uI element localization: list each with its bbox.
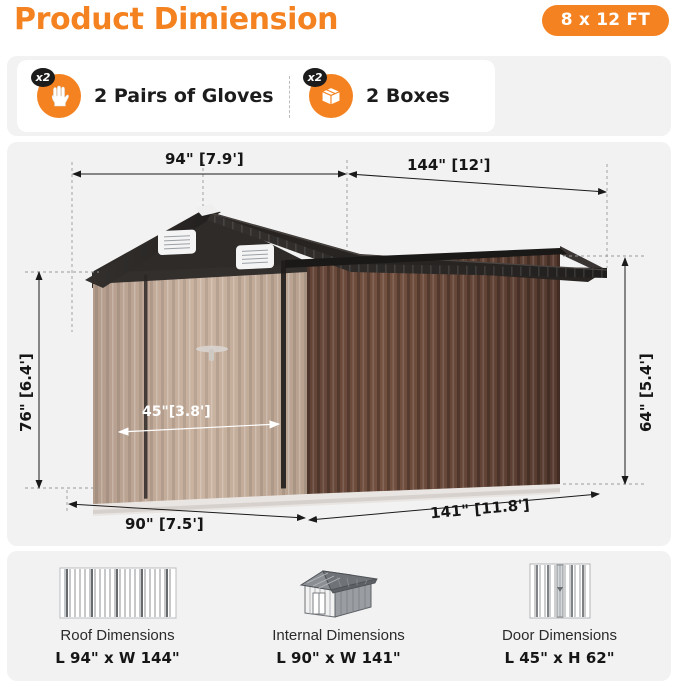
shed-illustration bbox=[25, 160, 647, 523]
dim-line-bottom-left bbox=[68, 500, 306, 522]
info-cards-strip: Roof Dimensions L 94" x W 144" bbox=[7, 551, 671, 681]
info-card-internal: Internal Dimensions L 90" x W 141" bbox=[228, 551, 449, 681]
dim-line-top-right bbox=[348, 171, 607, 195]
accessories-strip: x2 2 Pairs of Gloves x2 bbox=[7, 56, 671, 136]
gable-vent-right bbox=[236, 244, 274, 270]
dim-label-left-height: 76" [6.4'] bbox=[17, 353, 35, 432]
door-card-title: Door Dimensions bbox=[501, 627, 618, 644]
dim-label-right-height: 64" [5.4'] bbox=[637, 353, 655, 432]
info-card-roof: Roof Dimensions L 94" x W 144" bbox=[7, 551, 228, 681]
dimension-diagram-panel: 94" [7.9'] 144" [12'] 76" [6.4'] 64" [5.… bbox=[7, 142, 671, 546]
internal-card-title: Internal Dimensions bbox=[272, 627, 405, 644]
dim-label-top-right: 144" [12'] bbox=[407, 156, 491, 174]
accessory-item-gloves: x2 2 Pairs of Gloves bbox=[31, 68, 274, 122]
page-header: Product Dimiension 8 x 12 FT bbox=[0, 0, 679, 52]
accessories-card: x2 2 Pairs of Gloves x2 bbox=[17, 60, 495, 132]
dim-label-door-width: 45"[3.8'] bbox=[142, 404, 211, 420]
roof-card-value: L 94" x W 144" bbox=[55, 649, 180, 667]
dim-label-bottom-left: 90" [7.5'] bbox=[125, 515, 204, 533]
internal-card-value: L 90" x W 141" bbox=[276, 649, 401, 667]
gloves-qty-badge: x2 bbox=[31, 68, 55, 87]
dim-line-bottom-right bbox=[308, 491, 600, 523]
door-icon bbox=[529, 561, 591, 619]
shed-icon bbox=[293, 561, 385, 619]
info-card-door: Door Dimensions L 45" x H 62" bbox=[449, 551, 670, 681]
gloves-icon-wrap: x2 bbox=[31, 68, 85, 122]
boxes-label: 2 Boxes bbox=[366, 85, 450, 107]
size-badge: 8 x 12 FT bbox=[541, 5, 669, 36]
roof-card-title: Roof Dimensions bbox=[60, 627, 175, 644]
box-icon-wrap: x2 bbox=[303, 68, 357, 122]
dim-label-top-left: 94" [7.9'] bbox=[165, 150, 244, 168]
accessories-divider bbox=[289, 76, 291, 118]
dim-line-door-width bbox=[117, 420, 281, 436]
door-card-value: L 45" x H 62" bbox=[504, 649, 615, 667]
box-qty-badge: x2 bbox=[303, 68, 327, 87]
gable-vent-left bbox=[158, 229, 196, 255]
roof-panel-icon bbox=[59, 561, 177, 619]
page-title: Product Dimiension bbox=[14, 2, 339, 37]
accessory-item-boxes: x2 2 Boxes bbox=[303, 68, 450, 122]
gloves-label: 2 Pairs of Gloves bbox=[94, 85, 274, 107]
door-handle-icon bbox=[196, 345, 228, 361]
